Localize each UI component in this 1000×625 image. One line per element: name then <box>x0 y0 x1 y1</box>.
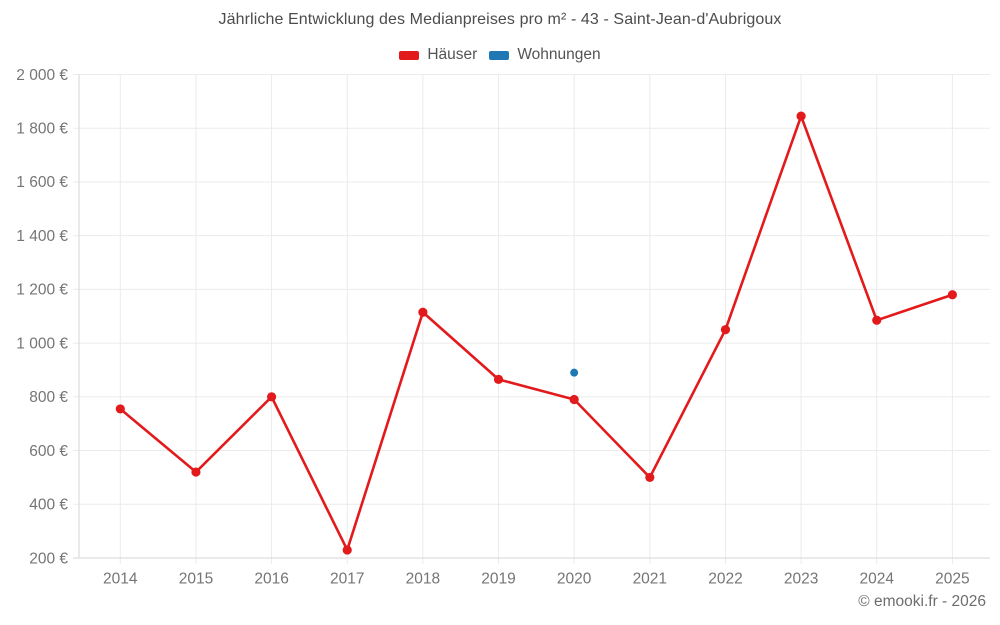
x-axis-tick-label: 2025 <box>935 571 969 588</box>
y-axis-tick-label: 1 400 € <box>16 228 68 245</box>
y-axis-tick-label: 1 000 € <box>16 335 68 352</box>
chart-title: Jährliche Entwicklung des Medianpreises … <box>218 11 782 28</box>
x-axis-tick-label: 2014 <box>103 571 138 588</box>
data-point-haeuser-2024[interactable] <box>872 315 882 325</box>
x-axis-tick-label: 2017 <box>330 571 364 588</box>
y-axis-tick-label: 400 € <box>29 497 68 514</box>
x-axis-tick-label: 2018 <box>406 571 440 588</box>
y-axis-tick-label: 800 € <box>29 389 68 406</box>
data-point-haeuser-2022[interactable] <box>720 325 731 335</box>
wohnungen-legend-swatch <box>489 50 510 60</box>
data-point-haeuser-2018[interactable] <box>418 307 428 317</box>
x-axis-tick-label: 2022 <box>708 571 742 588</box>
y-axis-tick-label: 1 600 € <box>16 174 68 191</box>
chart-legend: Häuser Wohnungen <box>0 46 1000 64</box>
y-axis-tick-label: 200 € <box>29 550 68 567</box>
x-axis-tick-label: 2020 <box>557 571 592 588</box>
haeuser-legend-swatch <box>399 50 420 60</box>
x-axis-tick-label: 2021 <box>633 571 667 588</box>
y-axis-tick-label: 1 800 € <box>16 121 68 138</box>
data-point-haeuser-2025[interactable] <box>947 290 958 300</box>
copyright-watermark: © emooki.fr - 2026 <box>858 593 986 610</box>
legend-item-wohnungen[interactable]: Wohnungen <box>489 46 601 64</box>
data-point-haeuser-2020[interactable] <box>569 394 579 405</box>
x-axis-tick-label: 2016 <box>254 571 288 588</box>
x-axis-tick-label: 2023 <box>784 571 818 588</box>
x-axis-tick-label: 2024 <box>860 571 895 588</box>
data-point-haeuser-2023[interactable] <box>796 111 806 121</box>
x-axis-tick-label: 2015 <box>179 571 213 588</box>
x-axis-tick-label: 2019 <box>481 571 515 588</box>
y-axis-tick-label: 600 € <box>29 443 68 460</box>
data-point-haeuser-2014[interactable] <box>115 404 125 414</box>
data-point-haeuser-2021[interactable] <box>645 472 655 483</box>
data-point-haeuser-2015[interactable] <box>191 467 201 477</box>
y-axis-tick-label: 2 000 € <box>16 67 68 84</box>
wohnungen-legend-label: Wohnungen <box>517 46 601 63</box>
legend-item-haeuser[interactable]: Häuser <box>399 46 477 64</box>
haeuser-legend-label: Häuser <box>427 46 478 63</box>
data-point-haeuser-2016[interactable] <box>266 392 277 402</box>
data-point-haeuser-2017[interactable] <box>342 545 352 555</box>
data-point-wohnungen-2020[interactable] <box>570 368 579 377</box>
y-axis-tick-label: 1 200 € <box>16 282 68 299</box>
series-line-haeuser <box>119 114 954 552</box>
data-point-haeuser-2019[interactable] <box>493 374 504 384</box>
